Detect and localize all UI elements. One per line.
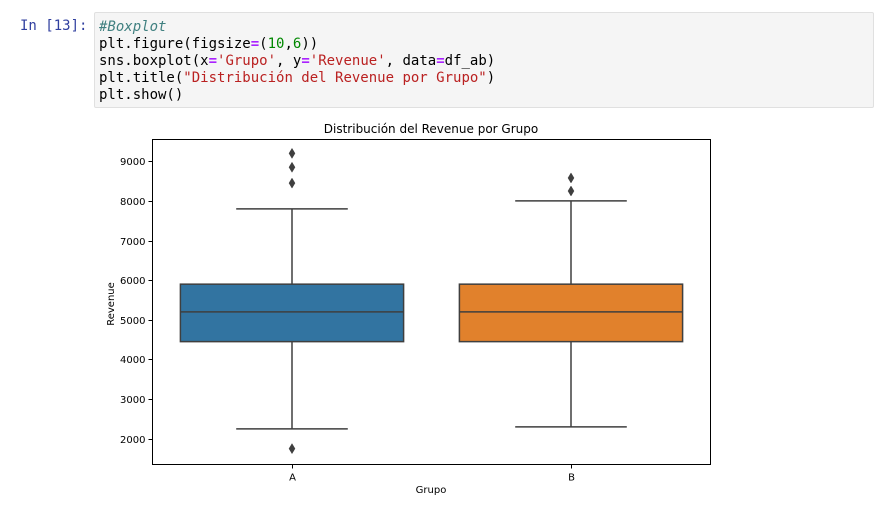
y-tick-label: 9000 [120, 157, 145, 168]
code-line: plt.show() [99, 87, 873, 104]
code-token: = [208, 53, 218, 69]
code-line: plt.figure(figsize=(10,6)) [99, 36, 873, 53]
x-axis-label: Grupo [416, 485, 447, 496]
box-b [458, 283, 684, 343]
code-line: plt.title("Distribución del Revenue por … [99, 70, 873, 87]
code-cell[interactable]: #Boxplot plt.figure(figsize=(10,6)) sns.bo… [94, 12, 874, 108]
code-token: ) [486, 70, 496, 86]
cell-prompt: In [13]: [20, 18, 88, 34]
code-token: = [436, 53, 445, 69]
y-tick-label: 6000 [120, 276, 145, 287]
y-axis-label: Revenue [106, 282, 117, 326]
y-tick-label: 8000 [120, 197, 145, 208]
outlier-marker [288, 443, 296, 455]
code-token: 'Grupo' [217, 53, 277, 69]
outlier-marker [567, 172, 575, 184]
cell-output: Distribución del Revenue por Grupo Grupo… [0, 112, 890, 508]
code-line: sns.boxplot(x='Grupo', y='Revenue', data… [99, 53, 873, 70]
code-token: "Distribución del Revenue por Grupo" [183, 70, 487, 86]
code-token: = [301, 53, 310, 69]
code-token: = [250, 36, 260, 52]
code-token: plt.show() [99, 87, 184, 103]
x-tick-label: A [289, 473, 296, 484]
box-a [179, 283, 405, 343]
code-token: sns.boxplot(x [99, 53, 209, 69]
chart-title: Distribución del Revenue por Grupo [324, 122, 538, 136]
outlier-marker [288, 177, 296, 189]
code-token: df_ab) [444, 53, 496, 69]
code-token: #Boxplot [99, 19, 167, 35]
code-token: 6 [292, 36, 302, 52]
code-token: ( [259, 36, 268, 52]
boxplot-chart: Distribución del Revenue por Grupo Grupo… [106, 122, 711, 496]
x-tick-label: B [568, 473, 575, 484]
plot-frame [152, 139, 711, 465]
code-token: 'Revenue' [309, 53, 386, 69]
y-tick-label: 7000 [120, 237, 145, 248]
code-token: , data [385, 53, 437, 69]
code-line: #Boxplot [99, 19, 873, 36]
code-token: , [284, 36, 293, 52]
outlier-marker [288, 161, 296, 173]
code-token: 10 [267, 36, 285, 52]
code-token: )) [301, 36, 319, 52]
outlier-marker [567, 185, 575, 197]
y-tick-label: 5000 [120, 316, 145, 327]
code-token: , y [276, 53, 302, 69]
code-token: plt.title( [99, 70, 184, 86]
code-token: plt.figure(figsize [99, 36, 251, 52]
y-tick-label: 4000 [120, 355, 145, 366]
y-tick-label: 2000 [120, 435, 145, 446]
outlier-marker [288, 147, 296, 159]
y-tick-label: 3000 [120, 395, 145, 406]
